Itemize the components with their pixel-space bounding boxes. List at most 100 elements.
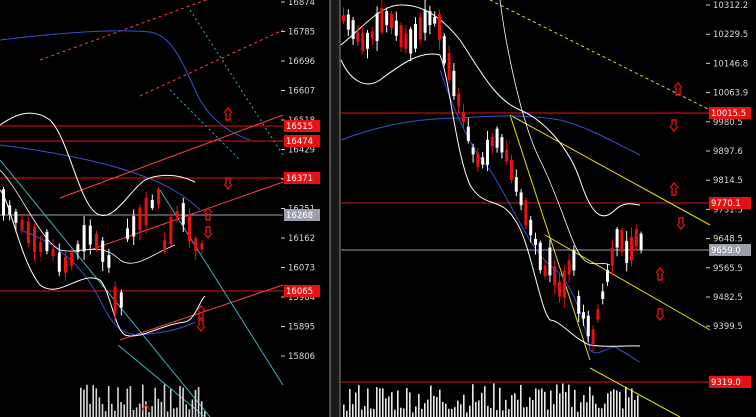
right-price-badge-label: 9770.1 (711, 199, 741, 209)
left-candle-body (150, 199, 154, 209)
left-price-tick-label: 16696 (288, 57, 315, 67)
right-volume-bar (460, 404, 462, 417)
right-yellow-trend-steep (509, 114, 591, 361)
left-lower-band (0, 189, 206, 337)
right-candle-body (606, 270, 609, 282)
right-volume-bar (520, 384, 522, 417)
right-candle-body (490, 137, 494, 147)
right-volume-bar (430, 385, 432, 417)
left-volume-bar (176, 407, 178, 417)
right-candle-body (582, 312, 585, 319)
right-volume-bar (619, 391, 621, 417)
left-chart-panel[interactable]: 1687416785166961660716518164291634016251… (0, 0, 320, 417)
right-price-axis: 10312.2 10229.5 10146.8 10063.9 9980.5 9897.6… (706, 1, 748, 332)
right-volume-bar (343, 404, 345, 417)
left-volume-bar (92, 385, 94, 417)
left-candle-body (169, 217, 173, 245)
left-volume-bar (182, 387, 184, 417)
panel-separator[interactable] (330, 0, 340, 417)
right-price-tick-label: 9565.5 (713, 264, 743, 274)
left-volume-bar (101, 404, 104, 417)
left-cyan-trend-2 (159, 189, 284, 386)
left-channel-upper (59, 114, 284, 199)
right-candle-body (423, 9, 427, 33)
left-price-tick-label: 15806 (288, 352, 315, 362)
right-price-tick-label: 9897.6 (713, 147, 743, 157)
down-arrow-icon (223, 177, 233, 191)
right-volume-bar (400, 407, 402, 417)
left-candle-body (101, 240, 105, 262)
right-volume-bar (559, 393, 561, 417)
right-volume-bar (595, 403, 597, 417)
left-volume-bar (169, 389, 172, 417)
right-candle-body (462, 112, 465, 122)
right-volume-bar (529, 397, 531, 417)
right-volume-bar (637, 395, 639, 417)
right-candle-body (596, 309, 600, 320)
right-volume-bar (562, 383, 564, 417)
left-volume-bar (114, 410, 116, 417)
left-dashed-cyan (189, 9, 284, 156)
left-candle-body (57, 252, 61, 272)
left-candle-body (138, 207, 142, 231)
right-volume-bar (367, 388, 369, 417)
right-volume-bar (565, 392, 567, 417)
right-volume-bar (505, 399, 507, 417)
right-volume-bar (541, 388, 543, 417)
right-volume-bar (376, 387, 378, 417)
right-volume-bar (409, 392, 411, 417)
right-candle-body (567, 260, 571, 275)
left-volume-bar (163, 384, 166, 417)
right-volume-bar (508, 409, 510, 417)
right-level-labels: 10015.5 9770.1 9659.0 9319.0 (709, 107, 751, 388)
right-chart-panel[interactable]: 10312.2 10229.5 10146.8 10063.9 9980.5 9897.6… (340, 0, 751, 417)
left-volume-bar (166, 411, 169, 417)
right-candle-body (380, 8, 384, 33)
right-candle-body (433, 16, 437, 24)
right-volume-bar (397, 390, 399, 417)
right-price-tick-label: 10229.5 (713, 30, 748, 40)
left-volume-bar (188, 409, 191, 417)
up-arrow-icon (655, 266, 665, 281)
right-volume-bar (424, 403, 426, 417)
left-candle-body (188, 215, 191, 242)
right-volume-bar (547, 409, 549, 417)
right-upper-band (340, 4, 641, 217)
right-candle-body (476, 153, 480, 168)
right-price-tick-label: 9648.5 (713, 235, 743, 245)
left-candle-body (200, 243, 204, 250)
right-volume-bar (478, 400, 480, 417)
right-yellow-trend-upper (509, 114, 711, 226)
right-volume-bar (613, 389, 615, 417)
right-volume-bar (355, 392, 357, 417)
right-volume-bar (436, 397, 438, 417)
left-candle-body (144, 197, 148, 226)
left-candle-body (181, 203, 185, 225)
right-volume-bar (631, 388, 633, 417)
right-volume-bar (577, 411, 579, 417)
left-volume-bar (107, 386, 110, 417)
left-volume-bar (132, 409, 135, 417)
left-candle-body (51, 249, 55, 256)
right-volume-bar (571, 406, 573, 417)
right-candle-body (466, 126, 470, 141)
left-candle-body (113, 286, 117, 314)
left-volume-bars (80, 384, 206, 417)
right-volume-bar (481, 392, 483, 417)
right-volume-bar (484, 386, 486, 417)
right-candle-body (553, 266, 557, 286)
right-candle-body (548, 247, 552, 276)
left-candle-body (14, 211, 18, 223)
right-price-tick-label: 10312.2 (713, 1, 748, 11)
left-volume-bar (151, 406, 153, 417)
right-volume-bar (385, 398, 387, 417)
left-price-tick-label: 16073 (288, 264, 315, 274)
right-volume-bar (457, 400, 459, 417)
left-volume-bar (204, 411, 206, 417)
up-arrow-icon (196, 304, 206, 319)
left-volume-bar (95, 388, 98, 417)
right-volume-bar (463, 394, 465, 417)
right-volume-bar (574, 389, 576, 417)
right-volume-bar (349, 388, 351, 417)
right-volume-bar (538, 389, 540, 417)
